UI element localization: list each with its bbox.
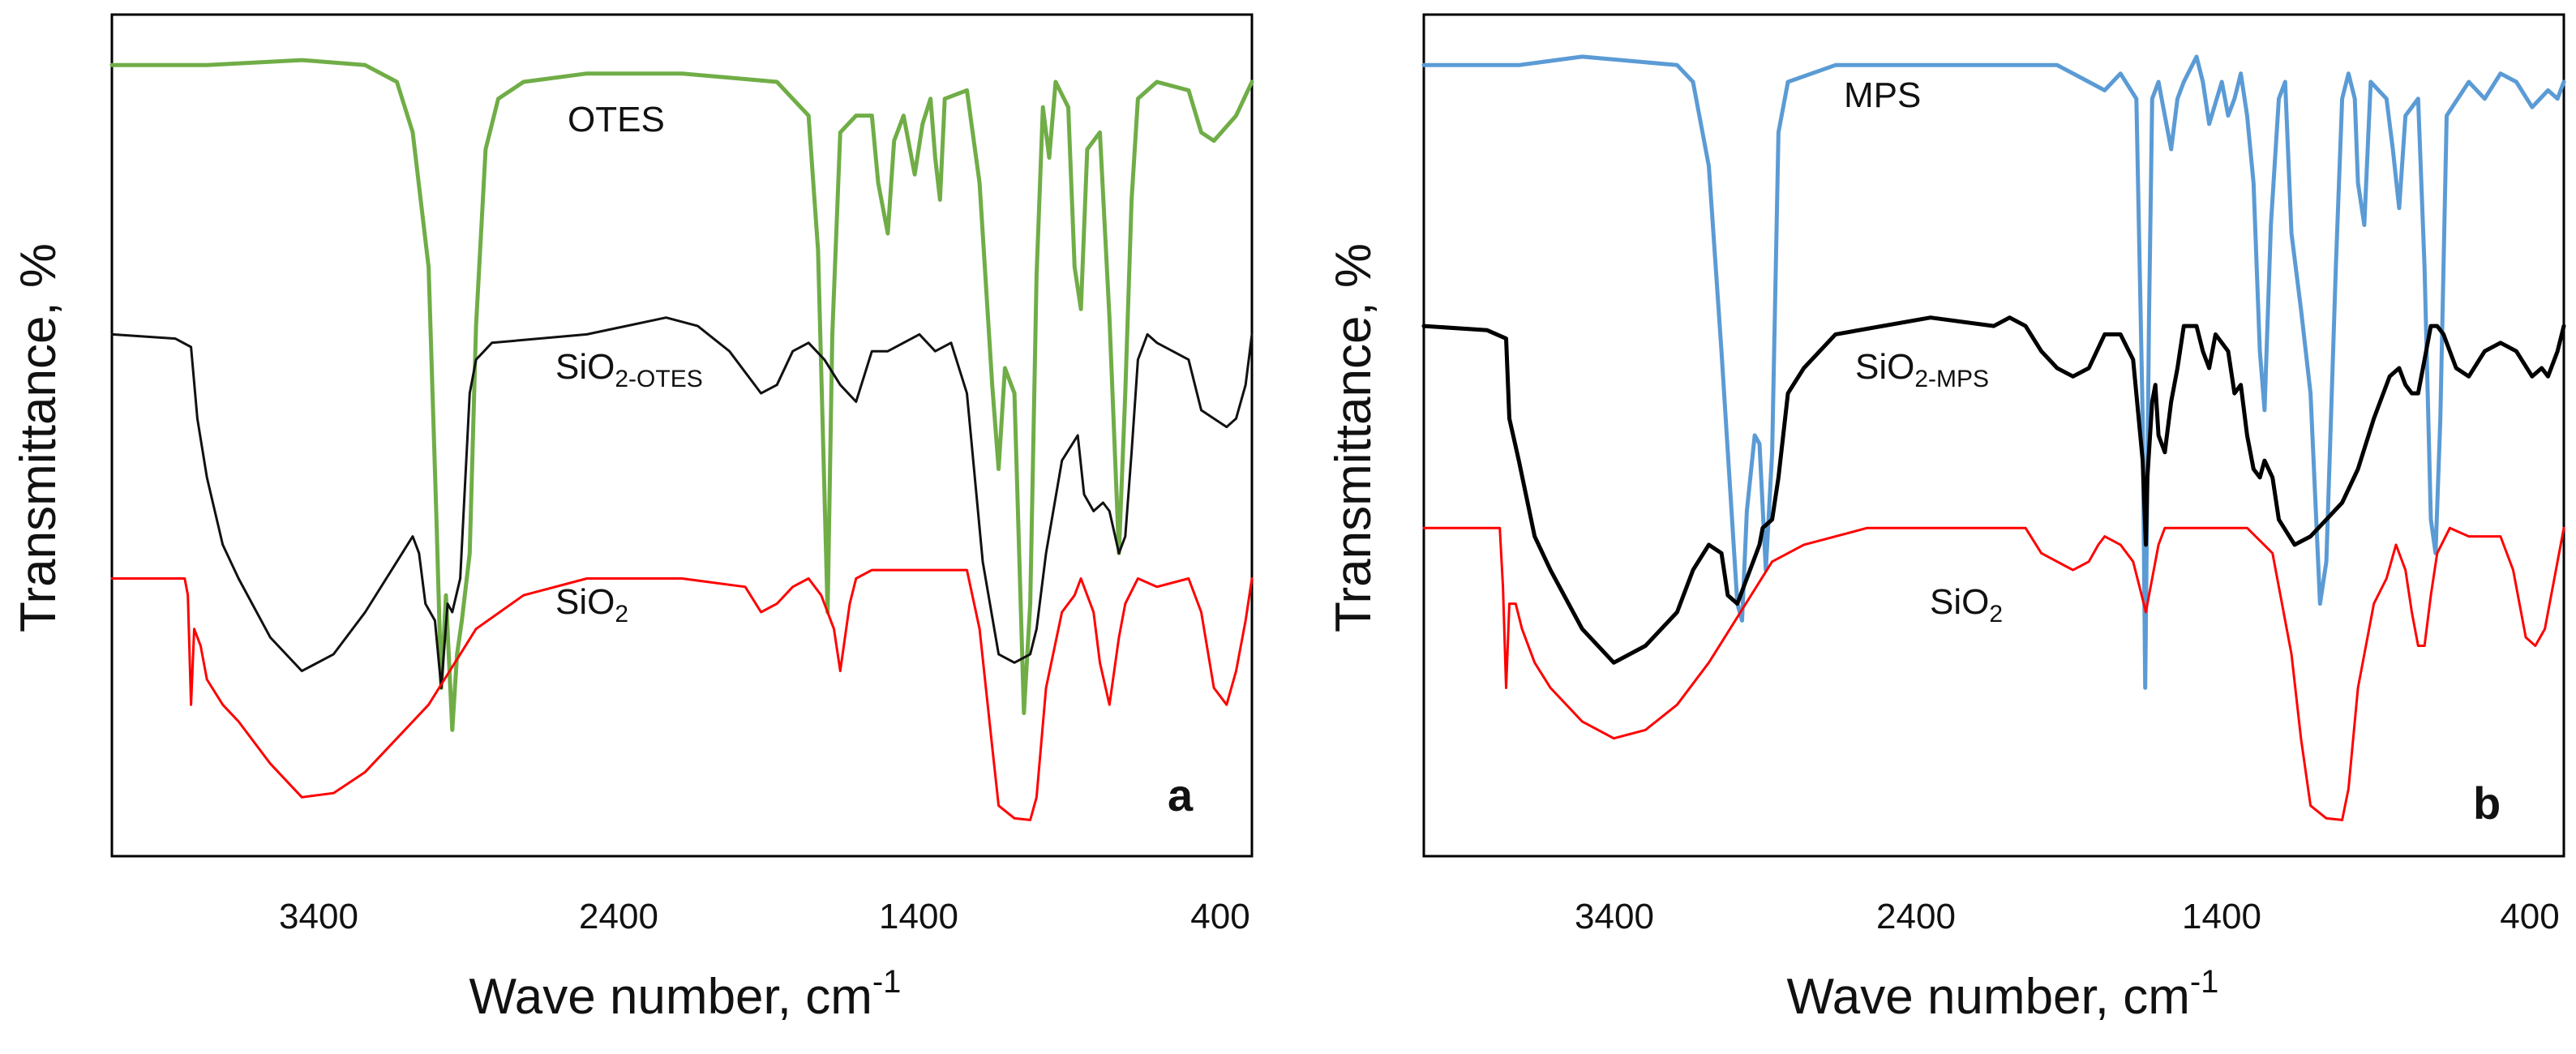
panel-a-x-axis-label-sup: -1	[872, 964, 902, 1000]
panel-a-x-tick-1400: 1400	[879, 897, 958, 936]
panel-a-series-group	[109, 58, 1254, 821]
panel-b-series-sio2-mps	[1421, 315, 2566, 665]
panel-b: 3400 2400 1400 400 Wave number, cm-1 Tra…	[1326, 13, 2566, 1025]
panel-a-x-axis-label-text: Wave number, cm	[469, 969, 872, 1025]
panel-b-plot-frame	[1422, 13, 2565, 858]
panel-a-x-tick-2400: 2400	[579, 897, 658, 936]
panel-b-x-axis-label-sup: -1	[2190, 964, 2219, 1000]
panel-a-curve-label-sio2-otes: SiO2-OTES	[555, 347, 703, 392]
panel-a: 3400 2400 1400 400 Wave number, cm-1 Tra…	[11, 13, 1254, 1025]
panel-b-series-mps	[1421, 54, 2566, 690]
panel-a-series-otes	[109, 58, 1254, 732]
panel-b-x-tick-400: 400	[2500, 897, 2559, 936]
panel-a-y-axis-label: Transmittance, %	[11, 243, 66, 632]
panel-a-letter: a	[1168, 769, 1194, 820]
panel-b-x-tick-3400: 3400	[1575, 897, 1654, 936]
panel-b-letter: b	[2473, 778, 2501, 829]
panel-b-curve-label-mps: MPS	[1844, 75, 1921, 115]
panel-b-series-sio2	[1422, 526, 2565, 821]
panel-a-x-tick-400: 400	[1190, 897, 1249, 936]
panel-b-x-axis-label: Wave number, cm-1	[1787, 964, 2219, 1025]
panel-b-x-tick-2400: 2400	[1876, 897, 1956, 936]
panel-a-curve-label-sio2: SiO2	[555, 582, 628, 628]
panel-b-x-axis-label-text: Wave number, cm	[1787, 969, 2190, 1025]
panel-a-x-tick-3400: 3400	[279, 897, 358, 936]
panel-a-plot-frame	[110, 13, 1254, 858]
panel-b-curve-label-sio2: SiO2	[1930, 582, 2003, 628]
panel-b-curve-label-sio2-mps: SiO2-MPS	[1855, 347, 1989, 392]
panel-a-curve-label-otes: OTES	[568, 100, 665, 139]
panel-b-x-tick-1400: 1400	[2182, 897, 2261, 936]
panel-b-series-group	[1421, 54, 2566, 821]
panel-a-series-sio2	[110, 568, 1254, 821]
panel-b-y-axis-label: Transmittance, %	[1326, 243, 1382, 632]
panel-a-x-axis-label: Wave number, cm-1	[469, 964, 902, 1025]
panel-a-series-sio2-otes	[110, 316, 1254, 689]
